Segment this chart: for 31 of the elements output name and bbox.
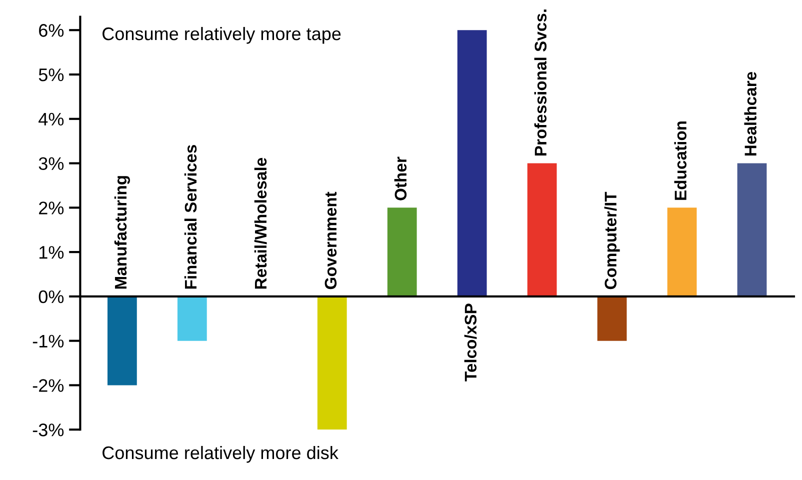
bar bbox=[737, 163, 767, 296]
bar bbox=[667, 208, 697, 296]
bar bbox=[597, 296, 627, 341]
bar bbox=[317, 296, 347, 430]
x-tick-label: Healthcare bbox=[744, 72, 756, 156]
bar bbox=[107, 296, 137, 386]
x-tick-label: Education bbox=[674, 121, 686, 200]
y-tick-label: -3% bbox=[32, 424, 64, 436]
bar bbox=[527, 163, 557, 296]
annotation: Consume relatively more tape bbox=[102, 26, 341, 44]
text: Consume relatively more disk bbox=[102, 446, 338, 463]
y-tick-label: 0% bbox=[38, 290, 64, 304]
x-tick-label: Computer/IT bbox=[604, 192, 620, 290]
x-tick-label: Financial Services bbox=[184, 145, 197, 289]
y-tick-label: -2% bbox=[32, 379, 64, 392]
y-tick-label: 5% bbox=[38, 68, 64, 82]
y-tick-label: 1% bbox=[40, 246, 64, 259]
x-tick-label: Retail/Wholesale bbox=[254, 158, 267, 289]
y-tick-label: 2% bbox=[39, 202, 64, 214]
x-tick-label: Telco/xSP bbox=[464, 304, 477, 382]
x-tick-label: Government bbox=[324, 192, 337, 290]
bar bbox=[177, 296, 207, 341]
x-tick-label: Manufacturing bbox=[114, 176, 130, 289]
y-tick-label: 4% bbox=[38, 112, 64, 126]
x-tick-label: Other bbox=[394, 156, 407, 200]
y-tick-label: 6% bbox=[39, 24, 64, 37]
y-tick-label: 3% bbox=[38, 157, 64, 170]
x-tick-label: Professional Svcs. bbox=[534, 10, 547, 156]
y-tick-label: -1% bbox=[32, 334, 64, 348]
bar bbox=[457, 30, 487, 296]
bar bbox=[387, 208, 417, 296]
